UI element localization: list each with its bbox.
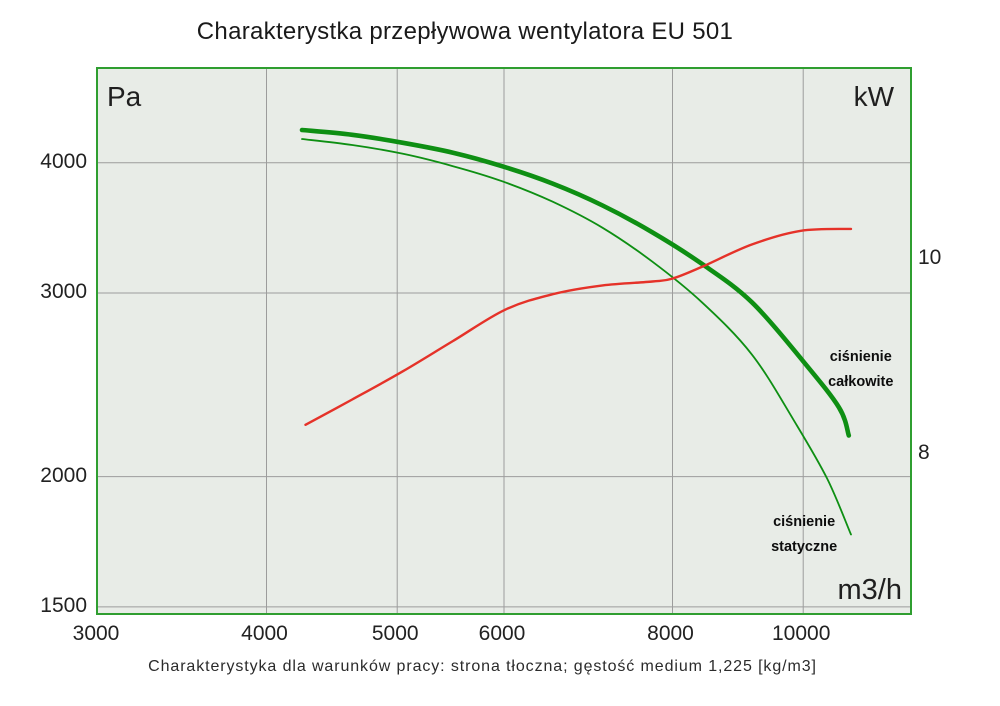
x-tick-label: 6000 (478, 622, 526, 645)
y-tick-label: 1500 (40, 593, 87, 617)
static-pressure-curve (301, 138, 852, 536)
chart-caption: Charakterystyka dla warunków pracy: stro… (148, 658, 817, 675)
power-curve (304, 227, 853, 426)
x-tick-label: 3000 (72, 622, 120, 645)
chart-canvas (98, 69, 910, 613)
x-tick-label: 10000 (772, 622, 831, 645)
y2-tick-label: 8 (918, 441, 930, 465)
y2-tick-label: 10 (918, 246, 942, 270)
x-tick-label: 5000 (371, 622, 419, 645)
y-axis-unit-label: Pa (107, 81, 142, 112)
y-tick-label: 4000 (40, 149, 87, 173)
chart-title: Charakterystka przepływowa wentylatora E… (196, 18, 734, 45)
total-pressure-curve (299, 127, 852, 438)
x-tick-label: 4000 (241, 622, 288, 645)
y2-axis-unit-label: kW (853, 81, 894, 112)
y-tick-label: 3000 (40, 280, 87, 304)
plot-area: Pa kW m3/h (96, 67, 912, 615)
x-axis-unit-label: m3/h (837, 574, 902, 606)
y-tick-label: 2000 (40, 463, 87, 487)
x-tick-label: 8000 (647, 622, 694, 645)
